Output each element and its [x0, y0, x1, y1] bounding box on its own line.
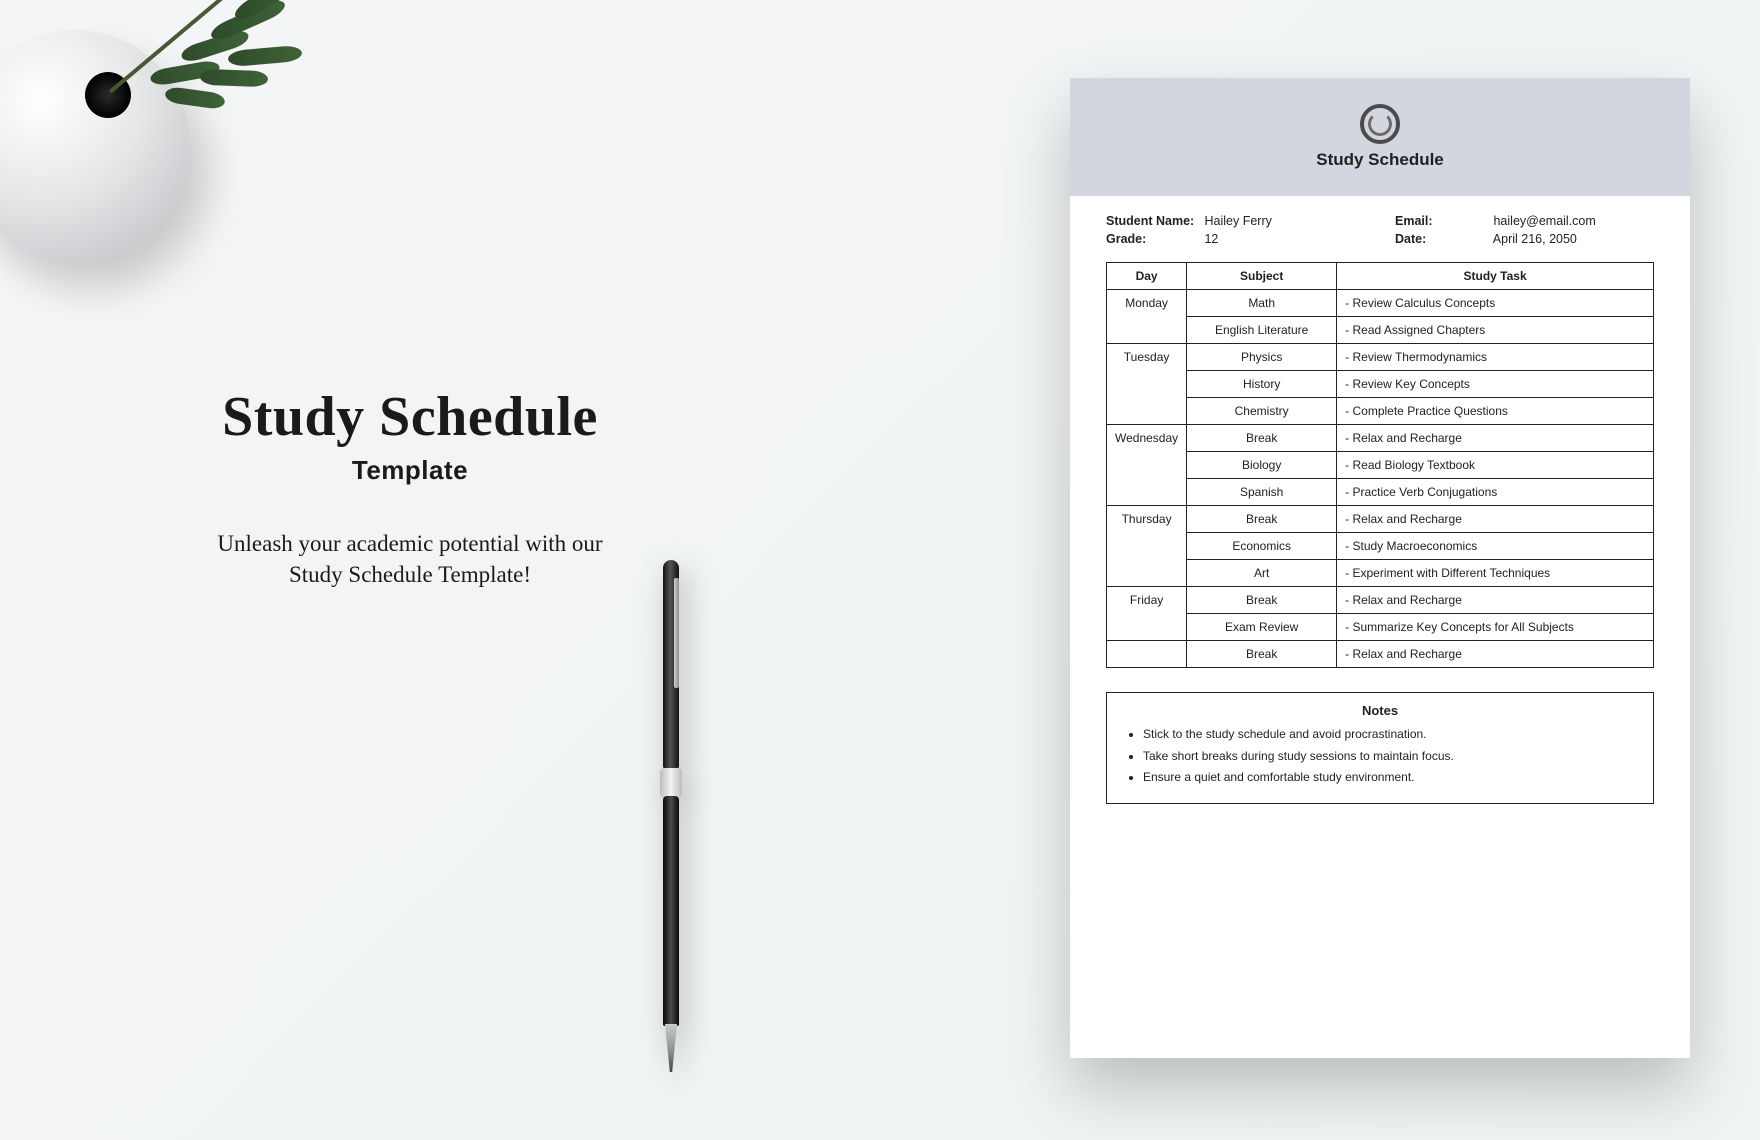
day-cell: Wednesday: [1107, 425, 1187, 506]
table-row: English LiteratureRead Assigned Chapters: [1107, 317, 1654, 344]
table-row: Exam ReviewSummarize Key Concepts for Al…: [1107, 614, 1654, 641]
email-label: Email:: [1395, 214, 1490, 228]
tagline-line2: Study Schedule Template!: [289, 562, 531, 587]
table-row: ArtExperiment with Different Techniques: [1107, 560, 1654, 587]
task-cell: Read Biology Textbook: [1337, 452, 1654, 479]
table-row: ThursdayBreakRelax and Recharge: [1107, 506, 1654, 533]
email-row: Email: hailey@email.com: [1395, 214, 1654, 228]
subject-cell: Exam Review: [1187, 614, 1337, 641]
task-cell: Review Thermodynamics: [1337, 344, 1654, 371]
promo-tagline: Unleash your academic potential with our…: [130, 528, 690, 590]
col-day-header: Day: [1107, 263, 1187, 290]
task-cell: Summarize Key Concepts for All Subjects: [1337, 614, 1654, 641]
student-name-value: Hailey Ferry: [1204, 214, 1271, 228]
promo-block: Study Schedule Template Unleash your aca…: [130, 385, 690, 590]
notes-list: Stick to the study schedule and avoid pr…: [1143, 724, 1637, 789]
col-task-header: Study Task: [1337, 263, 1654, 290]
document-title: Study Schedule: [1316, 150, 1444, 170]
date-row: Date: April 216, 2050: [1395, 232, 1654, 246]
table-row: WednesdayBreakRelax and Recharge: [1107, 425, 1654, 452]
date-label: Date:: [1395, 232, 1490, 246]
task-cell: Review Calculus Concepts: [1337, 290, 1654, 317]
subject-cell: Spanish: [1187, 479, 1337, 506]
table-row: FridayBreakRelax and Recharge: [1107, 587, 1654, 614]
task-cell: Complete Practice Questions: [1337, 398, 1654, 425]
task-cell: Relax and Recharge: [1337, 425, 1654, 452]
student-name-row: Student Name: Hailey Ferry: [1106, 214, 1365, 228]
promo-subtitle: Template: [130, 455, 690, 486]
day-cell: Monday: [1107, 290, 1187, 344]
grade-row: Grade: 12: [1106, 232, 1365, 246]
schedule-table: Day Subject Study Task MondayMathReview …: [1106, 262, 1654, 668]
notes-box: Notes Stick to the study schedule and av…: [1106, 692, 1654, 804]
vase-decoration: [0, 0, 300, 300]
note-item: Take short breaks during study sessions …: [1143, 746, 1637, 768]
task-cell: Practice Verb Conjugations: [1337, 479, 1654, 506]
day-cell: Friday: [1107, 587, 1187, 641]
table-row: SpanishPractice Verb Conjugations: [1107, 479, 1654, 506]
pen-decoration: [660, 560, 682, 1080]
email-value: hailey@email.com: [1493, 214, 1595, 228]
grade-value: 12: [1204, 232, 1218, 246]
subject-cell: Break: [1187, 587, 1337, 614]
grade-label: Grade:: [1106, 232, 1201, 246]
tagline-line1: Unleash your academic potential with our: [217, 531, 602, 556]
table-header-row: Day Subject Study Task: [1107, 263, 1654, 290]
table-row: ChemistryComplete Practice Questions: [1107, 398, 1654, 425]
task-cell: Relax and Recharge: [1337, 641, 1654, 668]
document-header: Study Schedule: [1070, 78, 1690, 196]
subject-cell: History: [1187, 371, 1337, 398]
task-cell: Study Macroeconomics: [1337, 533, 1654, 560]
subject-cell: English Literature: [1187, 317, 1337, 344]
promo-title: Study Schedule: [130, 385, 690, 449]
plant-stem: [110, 0, 270, 120]
table-row: TuesdayPhysicsReview Thermodynamics: [1107, 344, 1654, 371]
task-cell: Read Assigned Chapters: [1337, 317, 1654, 344]
note-item: Stick to the study schedule and avoid pr…: [1143, 724, 1637, 746]
table-row: MondayMathReview Calculus Concepts: [1107, 290, 1654, 317]
document-page: Study Schedule Student Name: Hailey Ferr…: [1070, 78, 1690, 1058]
day-cell: Thursday: [1107, 506, 1187, 587]
date-value: April 216, 2050: [1493, 232, 1577, 246]
notes-title: Notes: [1123, 703, 1637, 718]
table-row: BreakRelax and Recharge: [1107, 641, 1654, 668]
subject-cell: Break: [1187, 425, 1337, 452]
subject-cell: Biology: [1187, 452, 1337, 479]
subject-cell: Break: [1187, 641, 1337, 668]
table-row: EconomicsStudy Macroeconomics: [1107, 533, 1654, 560]
subject-cell: Math: [1187, 290, 1337, 317]
task-cell: Relax and Recharge: [1337, 587, 1654, 614]
task-cell: Experiment with Different Techniques: [1337, 560, 1654, 587]
logo-icon: [1360, 104, 1400, 144]
subject-cell: Chemistry: [1187, 398, 1337, 425]
col-subject-header: Subject: [1187, 263, 1337, 290]
note-item: Ensure a quiet and comfortable study env…: [1143, 767, 1637, 789]
table-row: BiologyRead Biology Textbook: [1107, 452, 1654, 479]
subject-cell: Break: [1187, 506, 1337, 533]
table-row: HistoryReview Key Concepts: [1107, 371, 1654, 398]
student-name-label: Student Name:: [1106, 214, 1201, 228]
student-info: Student Name: Hailey Ferry Email: hailey…: [1070, 196, 1690, 258]
day-cell: Tuesday: [1107, 344, 1187, 425]
task-cell: Relax and Recharge: [1337, 506, 1654, 533]
subject-cell: Physics: [1187, 344, 1337, 371]
subject-cell: Art: [1187, 560, 1337, 587]
day-cell: [1107, 641, 1187, 668]
task-cell: Review Key Concepts: [1337, 371, 1654, 398]
subject-cell: Economics: [1187, 533, 1337, 560]
